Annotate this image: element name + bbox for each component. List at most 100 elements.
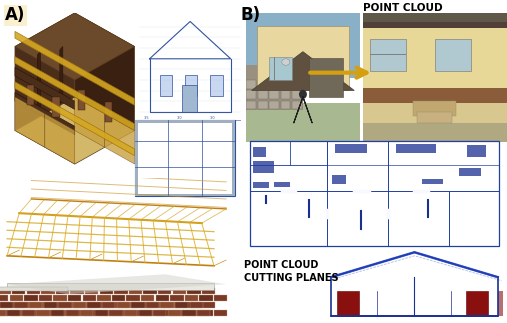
- Bar: [143, 288, 157, 294]
- Polygon shape: [38, 52, 41, 114]
- Bar: [185, 75, 197, 96]
- Bar: [446, 39, 447, 71]
- Text: 3.0: 3.0: [176, 116, 183, 120]
- Bar: [78, 90, 85, 110]
- Bar: [199, 295, 213, 301]
- Bar: [7, 309, 20, 316]
- Bar: [97, 295, 111, 301]
- Bar: [396, 144, 436, 153]
- Bar: [185, 295, 198, 301]
- Bar: [26, 302, 40, 308]
- Bar: [413, 101, 456, 116]
- Bar: [0, 309, 6, 316]
- Bar: [187, 288, 201, 294]
- Polygon shape: [15, 97, 45, 147]
- Bar: [53, 295, 67, 301]
- Polygon shape: [15, 97, 135, 164]
- Text: POINT CLOUD: POINT CLOUD: [363, 3, 443, 13]
- Bar: [7, 283, 214, 290]
- Bar: [85, 288, 98, 294]
- Bar: [187, 302, 201, 308]
- Bar: [170, 309, 184, 316]
- Bar: [68, 295, 81, 301]
- Bar: [70, 302, 84, 308]
- Bar: [197, 309, 210, 316]
- Bar: [332, 175, 346, 184]
- Bar: [292, 80, 302, 89]
- Bar: [141, 295, 154, 301]
- Bar: [135, 120, 138, 196]
- Polygon shape: [75, 97, 104, 147]
- Bar: [190, 302, 203, 308]
- Bar: [246, 80, 256, 89]
- Text: 3.0: 3.0: [210, 116, 216, 120]
- Bar: [170, 295, 184, 301]
- Bar: [85, 302, 98, 308]
- Bar: [281, 80, 291, 89]
- Bar: [126, 309, 140, 316]
- Bar: [258, 26, 349, 90]
- Bar: [114, 288, 128, 294]
- Bar: [281, 90, 291, 99]
- Bar: [112, 295, 125, 301]
- Bar: [58, 302, 71, 308]
- Bar: [422, 179, 444, 184]
- Bar: [135, 193, 235, 196]
- Text: POINT CLOUD
CUTTING PLANES: POINT CLOUD CUTTING PLANES: [244, 260, 339, 283]
- Text: 3.5: 3.5: [143, 116, 149, 120]
- Polygon shape: [15, 82, 135, 156]
- Bar: [214, 295, 227, 301]
- Bar: [141, 309, 154, 316]
- Bar: [250, 141, 290, 165]
- Bar: [52, 97, 60, 117]
- Bar: [0, 288, 11, 294]
- Bar: [37, 309, 50, 316]
- Bar: [172, 302, 186, 308]
- Bar: [160, 75, 172, 96]
- Bar: [199, 309, 213, 316]
- Bar: [39, 295, 52, 301]
- Bar: [14, 302, 28, 308]
- Bar: [253, 147, 266, 157]
- Bar: [168, 309, 181, 316]
- Bar: [87, 302, 101, 308]
- Bar: [185, 309, 198, 316]
- Bar: [12, 302, 25, 308]
- Text: A): A): [5, 6, 25, 25]
- Bar: [269, 57, 292, 80]
- Bar: [97, 309, 111, 316]
- Bar: [0, 295, 8, 301]
- Polygon shape: [15, 68, 75, 109]
- Bar: [51, 309, 64, 316]
- Bar: [24, 295, 38, 301]
- Bar: [172, 288, 186, 294]
- Bar: [274, 182, 290, 187]
- Bar: [104, 102, 112, 122]
- Bar: [337, 291, 359, 316]
- Bar: [363, 67, 507, 142]
- Bar: [124, 309, 137, 316]
- Bar: [70, 288, 84, 294]
- Ellipse shape: [282, 59, 290, 65]
- Bar: [335, 144, 367, 153]
- Bar: [292, 90, 302, 99]
- Bar: [253, 161, 274, 173]
- Bar: [138, 309, 152, 316]
- Polygon shape: [15, 93, 75, 135]
- Bar: [363, 13, 507, 71]
- Bar: [309, 58, 343, 97]
- Bar: [24, 309, 38, 316]
- Bar: [0, 302, 11, 308]
- Bar: [214, 309, 227, 316]
- Circle shape: [299, 90, 307, 99]
- Bar: [183, 309, 196, 316]
- Polygon shape: [15, 13, 75, 130]
- Bar: [126, 295, 140, 301]
- Bar: [253, 182, 269, 188]
- Bar: [110, 309, 123, 316]
- Bar: [114, 302, 128, 308]
- Bar: [417, 112, 452, 123]
- Bar: [41, 288, 55, 294]
- Bar: [156, 309, 169, 316]
- Bar: [12, 288, 25, 294]
